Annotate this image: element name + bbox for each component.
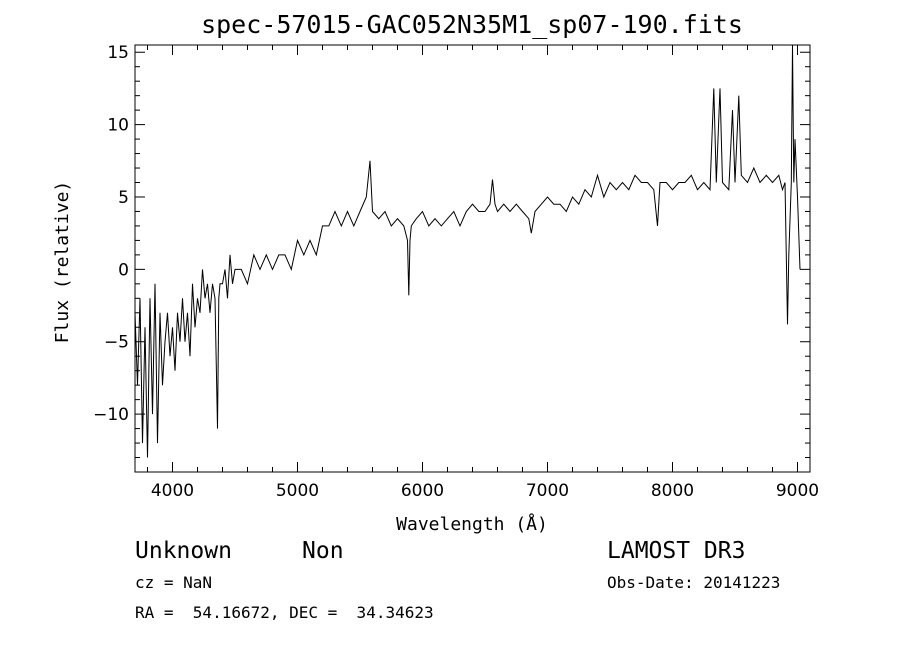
object-class: Unknown xyxy=(135,538,232,564)
spectrum-line-0 xyxy=(135,45,801,458)
y-tick-label: 5 xyxy=(118,188,129,208)
object-subclass: Non xyxy=(302,538,344,564)
y-axis-label: Flux (relative) xyxy=(52,181,73,344)
coordinates-text: RA = 54.16672, DEC = 34.34623 xyxy=(135,603,434,622)
x-tick-label: 8000 xyxy=(651,481,694,501)
x-tick-label: 7000 xyxy=(526,481,569,501)
x-tick-label: 5000 xyxy=(276,481,319,501)
y-tick-label: 0 xyxy=(118,260,129,280)
y-tick-label: 10 xyxy=(107,116,129,136)
survey-name: LAMOST DR3 xyxy=(607,538,746,564)
x-tick-label: 4000 xyxy=(151,481,194,501)
obs-date: Obs-Date: 20141223 xyxy=(607,573,781,592)
x-tick-label: 9000 xyxy=(776,481,819,501)
axes: 4000 5000 6000 7000 8000 9000 −10 −5 0 5 10 15 xyxy=(93,43,819,501)
y-tick-label: −10 xyxy=(93,405,129,425)
chart-title: spec-57015-GAC052N35M1_sp07-190.fits xyxy=(201,10,743,39)
redshift-text: cz = NaN xyxy=(135,573,213,592)
x-axis-label: Wavelength (Å) xyxy=(396,513,548,535)
plot-frame xyxy=(134,44,811,473)
plot-area xyxy=(135,45,801,458)
y-tick-label: −5 xyxy=(104,333,129,353)
y-tick-label: 15 xyxy=(107,43,129,63)
x-tick-label: 6000 xyxy=(401,481,444,501)
